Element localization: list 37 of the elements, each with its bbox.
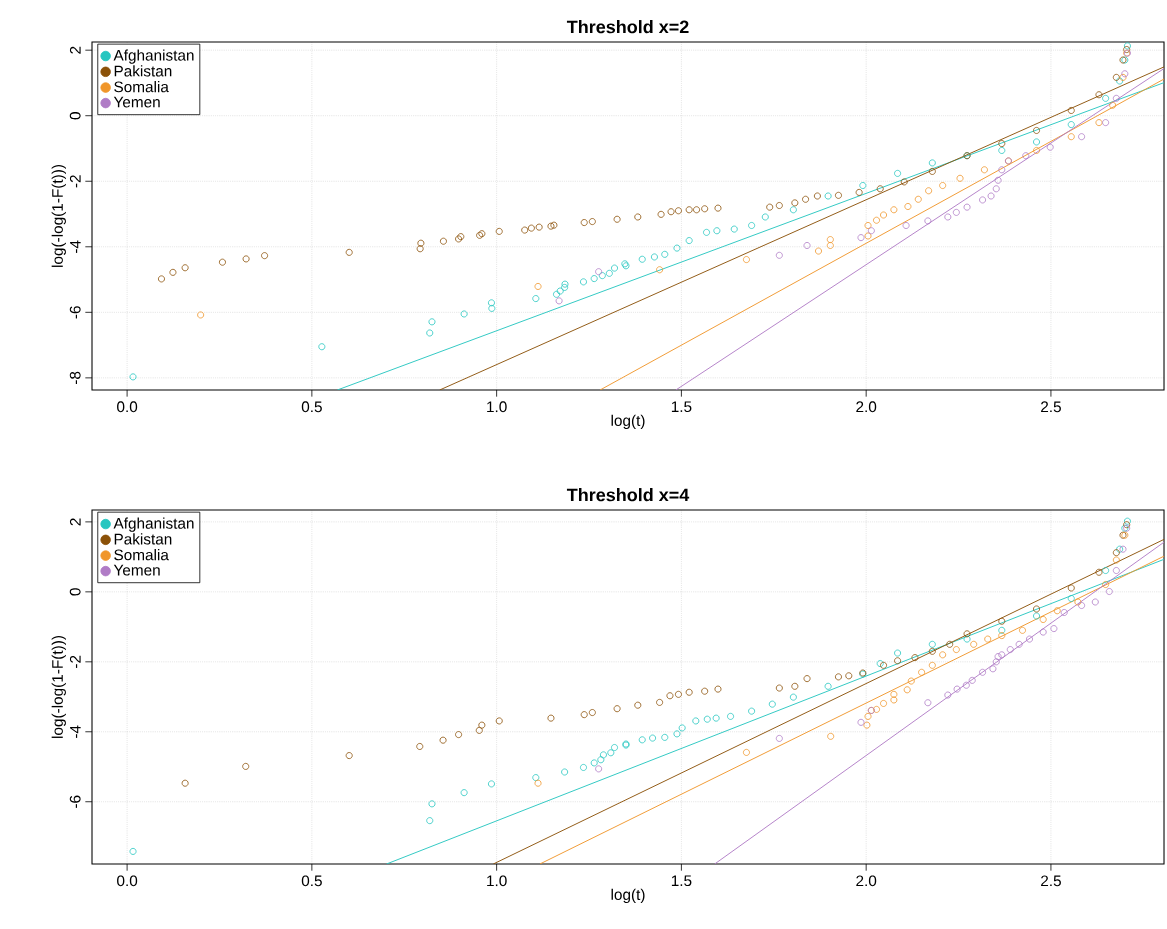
- legend-label: Afghanistan: [113, 517, 194, 532]
- x-tick-label: 1.5: [671, 875, 692, 887]
- x-tick-label: 0.0: [117, 875, 138, 887]
- x-axis-title: log(t): [611, 414, 645, 429]
- y-tick-label: -6: [69, 795, 81, 808]
- x-tick-label: 2.0: [856, 875, 877, 887]
- y-tick-label: 2: [69, 46, 81, 54]
- y-tick-label: -4: [70, 240, 81, 253]
- y-axis-title: log(-log(1-F(t))): [51, 164, 66, 267]
- y-tick-label: -8: [69, 371, 81, 384]
- x-tick-label: 0.5: [301, 875, 322, 887]
- y-tick-label: -6: [69, 306, 81, 319]
- legend-label: Yemen: [113, 96, 160, 108]
- y-axis-title: log(-log(1-F(t))): [51, 636, 66, 738]
- y-tick-label: -2: [69, 175, 81, 188]
- x-tick-label: 1.5: [671, 401, 692, 413]
- x-tick-label: 0.0: [117, 401, 138, 413]
- chart-title: Threshold x=2: [566, 20, 689, 34]
- y-tick-label: -2: [69, 655, 81, 668]
- y-tick-label: -4: [70, 725, 81, 738]
- legend-label: Somalia: [114, 81, 169, 93]
- legend-label: Somalia: [114, 549, 169, 561]
- x-tick-label: 2.5: [1041, 401, 1061, 413]
- x-tick-label: 2.5: [1041, 875, 1061, 887]
- legend-label: Afghanistan: [113, 49, 194, 64]
- legend-label: Yemen: [113, 564, 160, 576]
- x-tick-label: 0.5: [301, 401, 322, 413]
- y-tick-label: 0: [69, 112, 81, 120]
- x-tick-label: 1.0: [487, 875, 507, 887]
- y-tick-label: 0: [69, 588, 81, 596]
- legend-label: Pakistan: [114, 65, 172, 77]
- legend-label: Pakistan: [114, 533, 172, 545]
- x-tick-label: 2.0: [856, 401, 877, 413]
- y-tick-label: 2: [69, 518, 81, 526]
- x-tick-label: 1.0: [487, 401, 507, 413]
- x-axis-title: log(t): [611, 888, 645, 904]
- chart-title: Threshold x=4: [566, 488, 690, 502]
